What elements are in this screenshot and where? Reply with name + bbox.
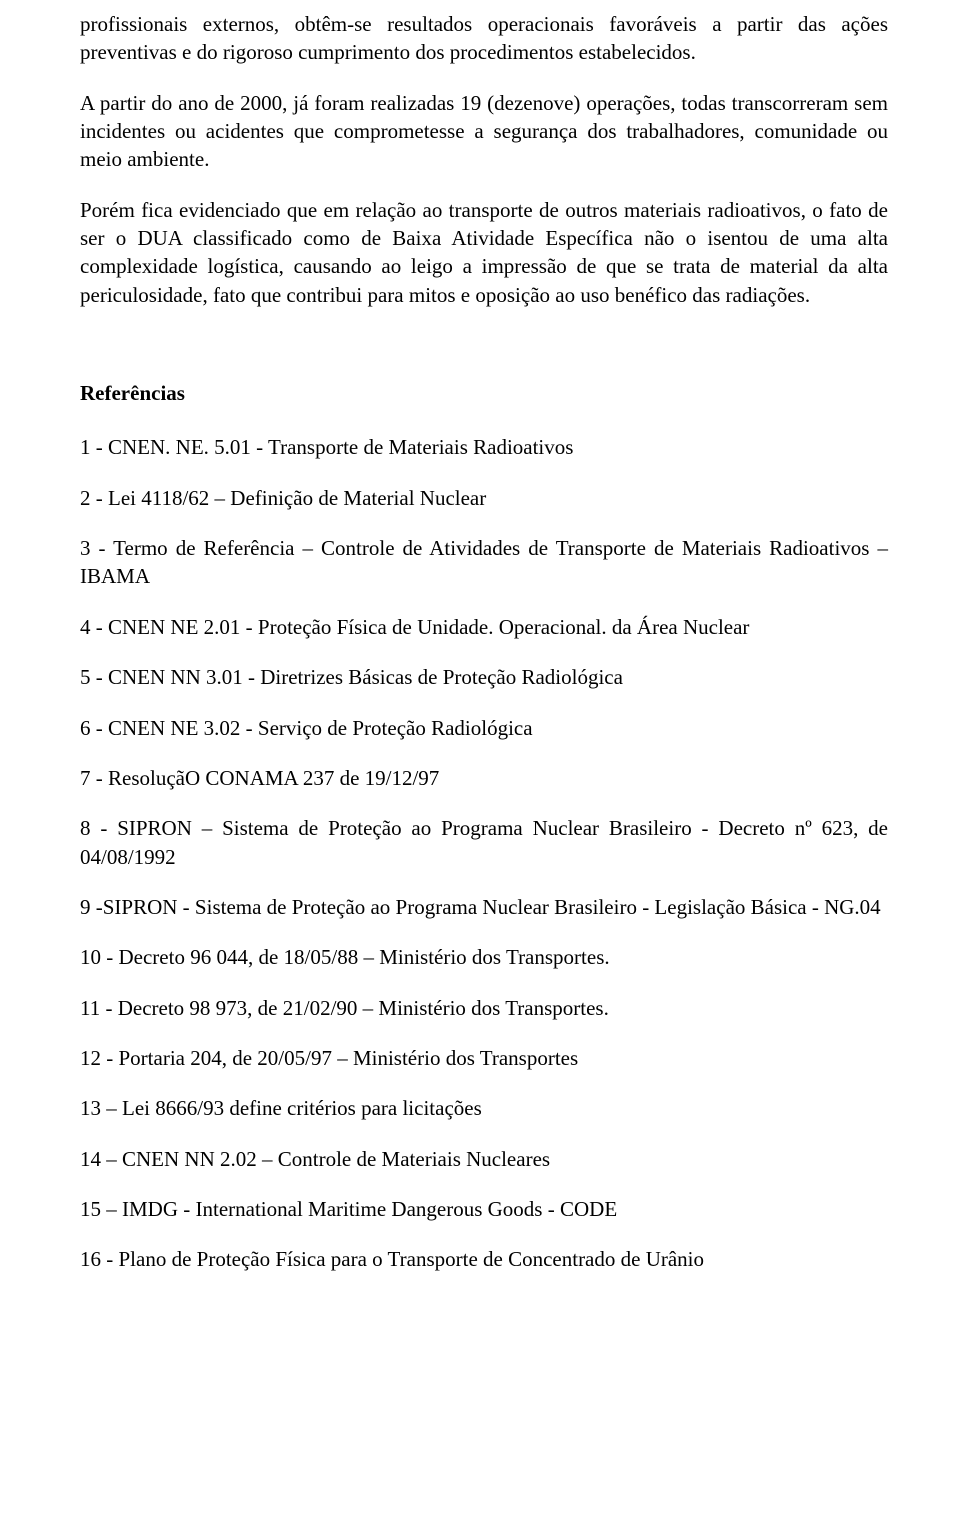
reference-item: 5 - CNEN NN 3.01 - Diretrizes Básicas de…	[80, 663, 888, 691]
reference-item: 7 - ResoluçãO CONAMA 237 de 19/12/97	[80, 764, 888, 792]
body-paragraph: profissionais externos, obtêm-se resulta…	[80, 10, 888, 67]
reference-item: 2 - Lei 4118/62 – Definição de Material …	[80, 484, 888, 512]
body-paragraph: Porém fica evidenciado que em relação ao…	[80, 196, 888, 309]
reference-item: 16 - Plano de Proteção Física para o Tra…	[80, 1245, 888, 1273]
reference-item: 9 -SIPRON - Sistema de Proteção ao Progr…	[80, 893, 888, 921]
reference-item: 10 - Decreto 96 044, de 18/05/88 – Minis…	[80, 943, 888, 971]
reference-item: 14 – CNEN NN 2.02 – Controle de Materiai…	[80, 1145, 888, 1173]
reference-item: 8 - SIPRON – Sistema de Proteção ao Prog…	[80, 814, 888, 871]
references-heading: Referências	[80, 379, 888, 407]
reference-item: 1 - CNEN. NE. 5.01 - Transporte de Mater…	[80, 433, 888, 461]
reference-item: 6 - CNEN NE 3.02 - Serviço de Proteção R…	[80, 714, 888, 742]
reference-item: 3 - Termo de Referência – Controle de At…	[80, 534, 888, 591]
reference-item: 15 – IMDG - International Maritime Dange…	[80, 1195, 888, 1223]
reference-item: 4 - CNEN NE 2.01 - Proteção Física de Un…	[80, 613, 888, 641]
body-paragraph: A partir do ano de 2000, já foram realiz…	[80, 89, 888, 174]
reference-item: 12 - Portaria 204, de 20/05/97 – Ministé…	[80, 1044, 888, 1072]
reference-item: 11 - Decreto 98 973, de 21/02/90 – Minis…	[80, 994, 888, 1022]
reference-item: 13 – Lei 8666/93 define critérios para l…	[80, 1094, 888, 1122]
